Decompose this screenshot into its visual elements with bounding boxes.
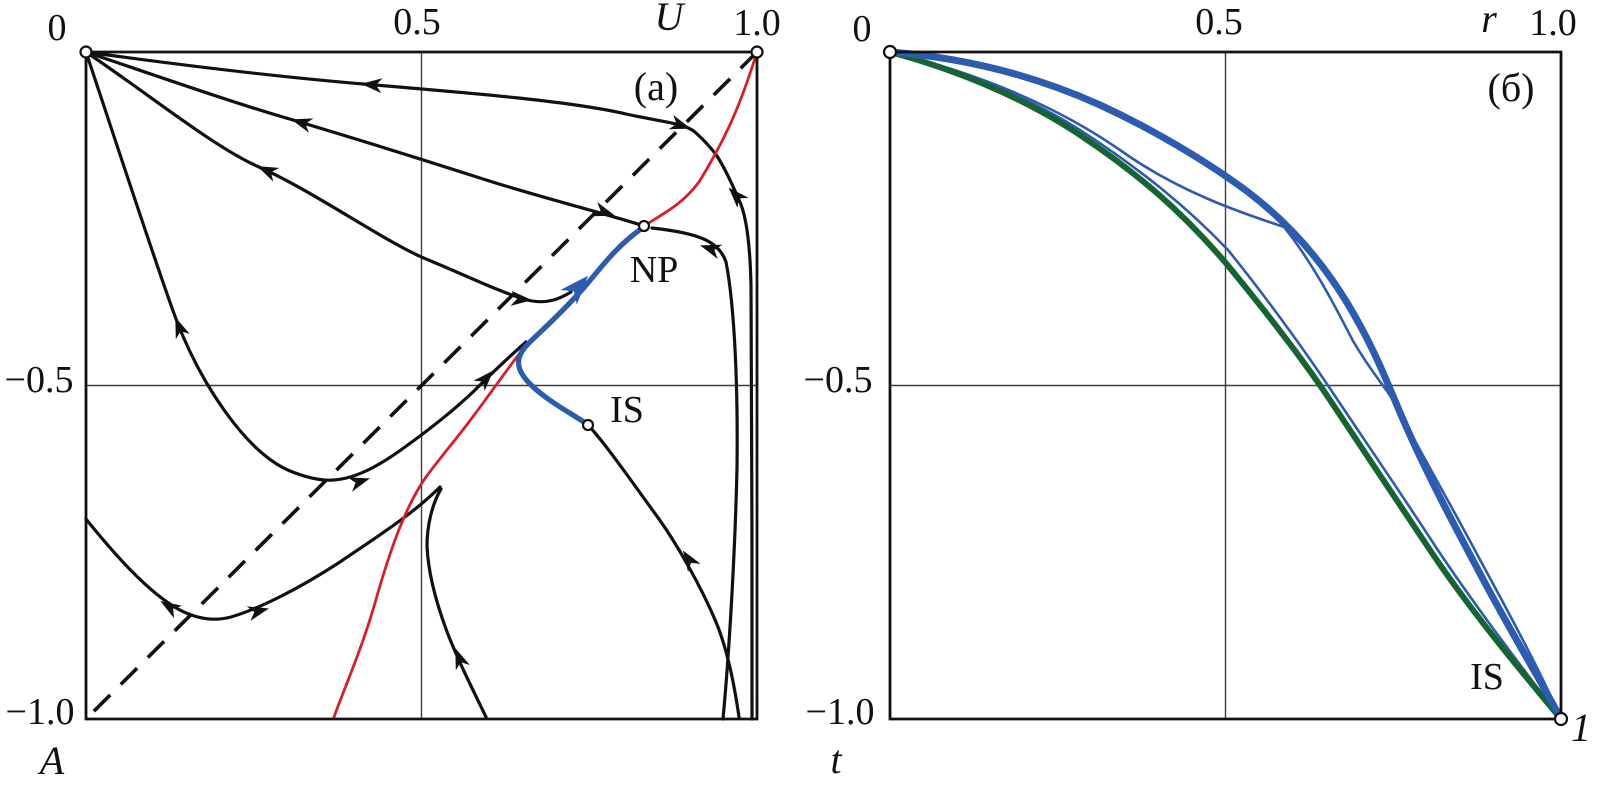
marker-corner-a <box>750 45 764 59</box>
panel-b-xaxis-label: r <box>1481 0 1497 41</box>
arrow-is-curve <box>682 550 701 573</box>
arrow-t4-valley <box>347 477 370 492</box>
label-is-a: IS <box>610 389 644 431</box>
marker-origin-b <box>882 44 898 60</box>
arrow-t1-left <box>361 78 383 94</box>
blue-trajectory-is-np <box>516 224 647 428</box>
panel-a-tick-origin: 0 <box>47 7 67 49</box>
point-markers <box>79 44 1569 727</box>
trajectory-bottom-rise <box>425 487 488 719</box>
label-endpoint-1: 1 <box>1571 705 1591 750</box>
panel-b-yaxis-label: t <box>830 737 842 782</box>
panel-a-tick-y-1.0: −1.0 <box>5 691 75 733</box>
arrow-t1-bend <box>668 114 691 130</box>
panel-b-tick-y-1.0: −1.0 <box>805 691 875 733</box>
panel-b-gridlines <box>890 52 1561 719</box>
panel-a-tick-x-1.0: 1.0 <box>733 2 781 44</box>
marker-origin-a <box>79 45 93 59</box>
trajectory-from-is <box>586 423 741 719</box>
panel-b-tick-origin: 0 <box>852 8 872 50</box>
arrow-t4-left <box>175 317 190 340</box>
label-is-b: IS <box>1470 656 1504 698</box>
trajectory-to-np <box>84 50 643 227</box>
panel-b-tick-x-0.5: 0.5 <box>1195 1 1243 43</box>
arrow-v2-left <box>160 600 183 619</box>
curve-thick-blue <box>886 48 1565 723</box>
trajectory-mid <box>84 50 573 304</box>
arrow-t4-rise <box>473 370 494 392</box>
panel-a-tick-x-0.5: 0.5 <box>393 1 441 43</box>
dashed-diagonal <box>84 50 759 721</box>
panel-a-tick-y-0.5: −0.5 <box>4 359 74 401</box>
trajectory-top <box>84 50 719 158</box>
arrow-right-outer <box>728 187 749 209</box>
panel-b-tag: (б) <box>1487 65 1535 110</box>
arrow-t2-left <box>291 118 314 133</box>
curve-thin-blue-lower <box>888 50 1563 721</box>
flow-arrowheads <box>160 78 749 671</box>
panel-a-yaxis-label: A <box>39 738 65 783</box>
trajectory-lower-valley <box>84 485 442 621</box>
arrow-right-inner <box>700 244 723 260</box>
arrow-t3-left <box>257 166 280 182</box>
arrow-v2-right <box>246 606 269 621</box>
marker-is-a <box>581 418 595 432</box>
panel-a-frame <box>84 50 759 721</box>
curve-thin-blue-upper <box>888 50 1563 721</box>
marker-np <box>637 219 651 233</box>
panel-a-tag: (a) <box>633 64 679 109</box>
arrow-blue-trajectory <box>560 275 589 305</box>
curve-thick-green <box>887 49 1564 722</box>
marker-is-b <box>1553 711 1569 727</box>
panel-b-tick-y-0.5: −0.5 <box>803 359 873 401</box>
arrow-bottom-rise <box>455 648 470 671</box>
trajectory-steep-valley <box>84 50 528 482</box>
panel-a-xaxis-label: U <box>654 0 684 39</box>
arrow-t2-right <box>592 201 615 217</box>
panel-b-tick-x-1.0: 1.0 <box>1529 2 1577 44</box>
label-np: NP <box>629 249 679 291</box>
arrow-t3-right <box>510 290 532 306</box>
